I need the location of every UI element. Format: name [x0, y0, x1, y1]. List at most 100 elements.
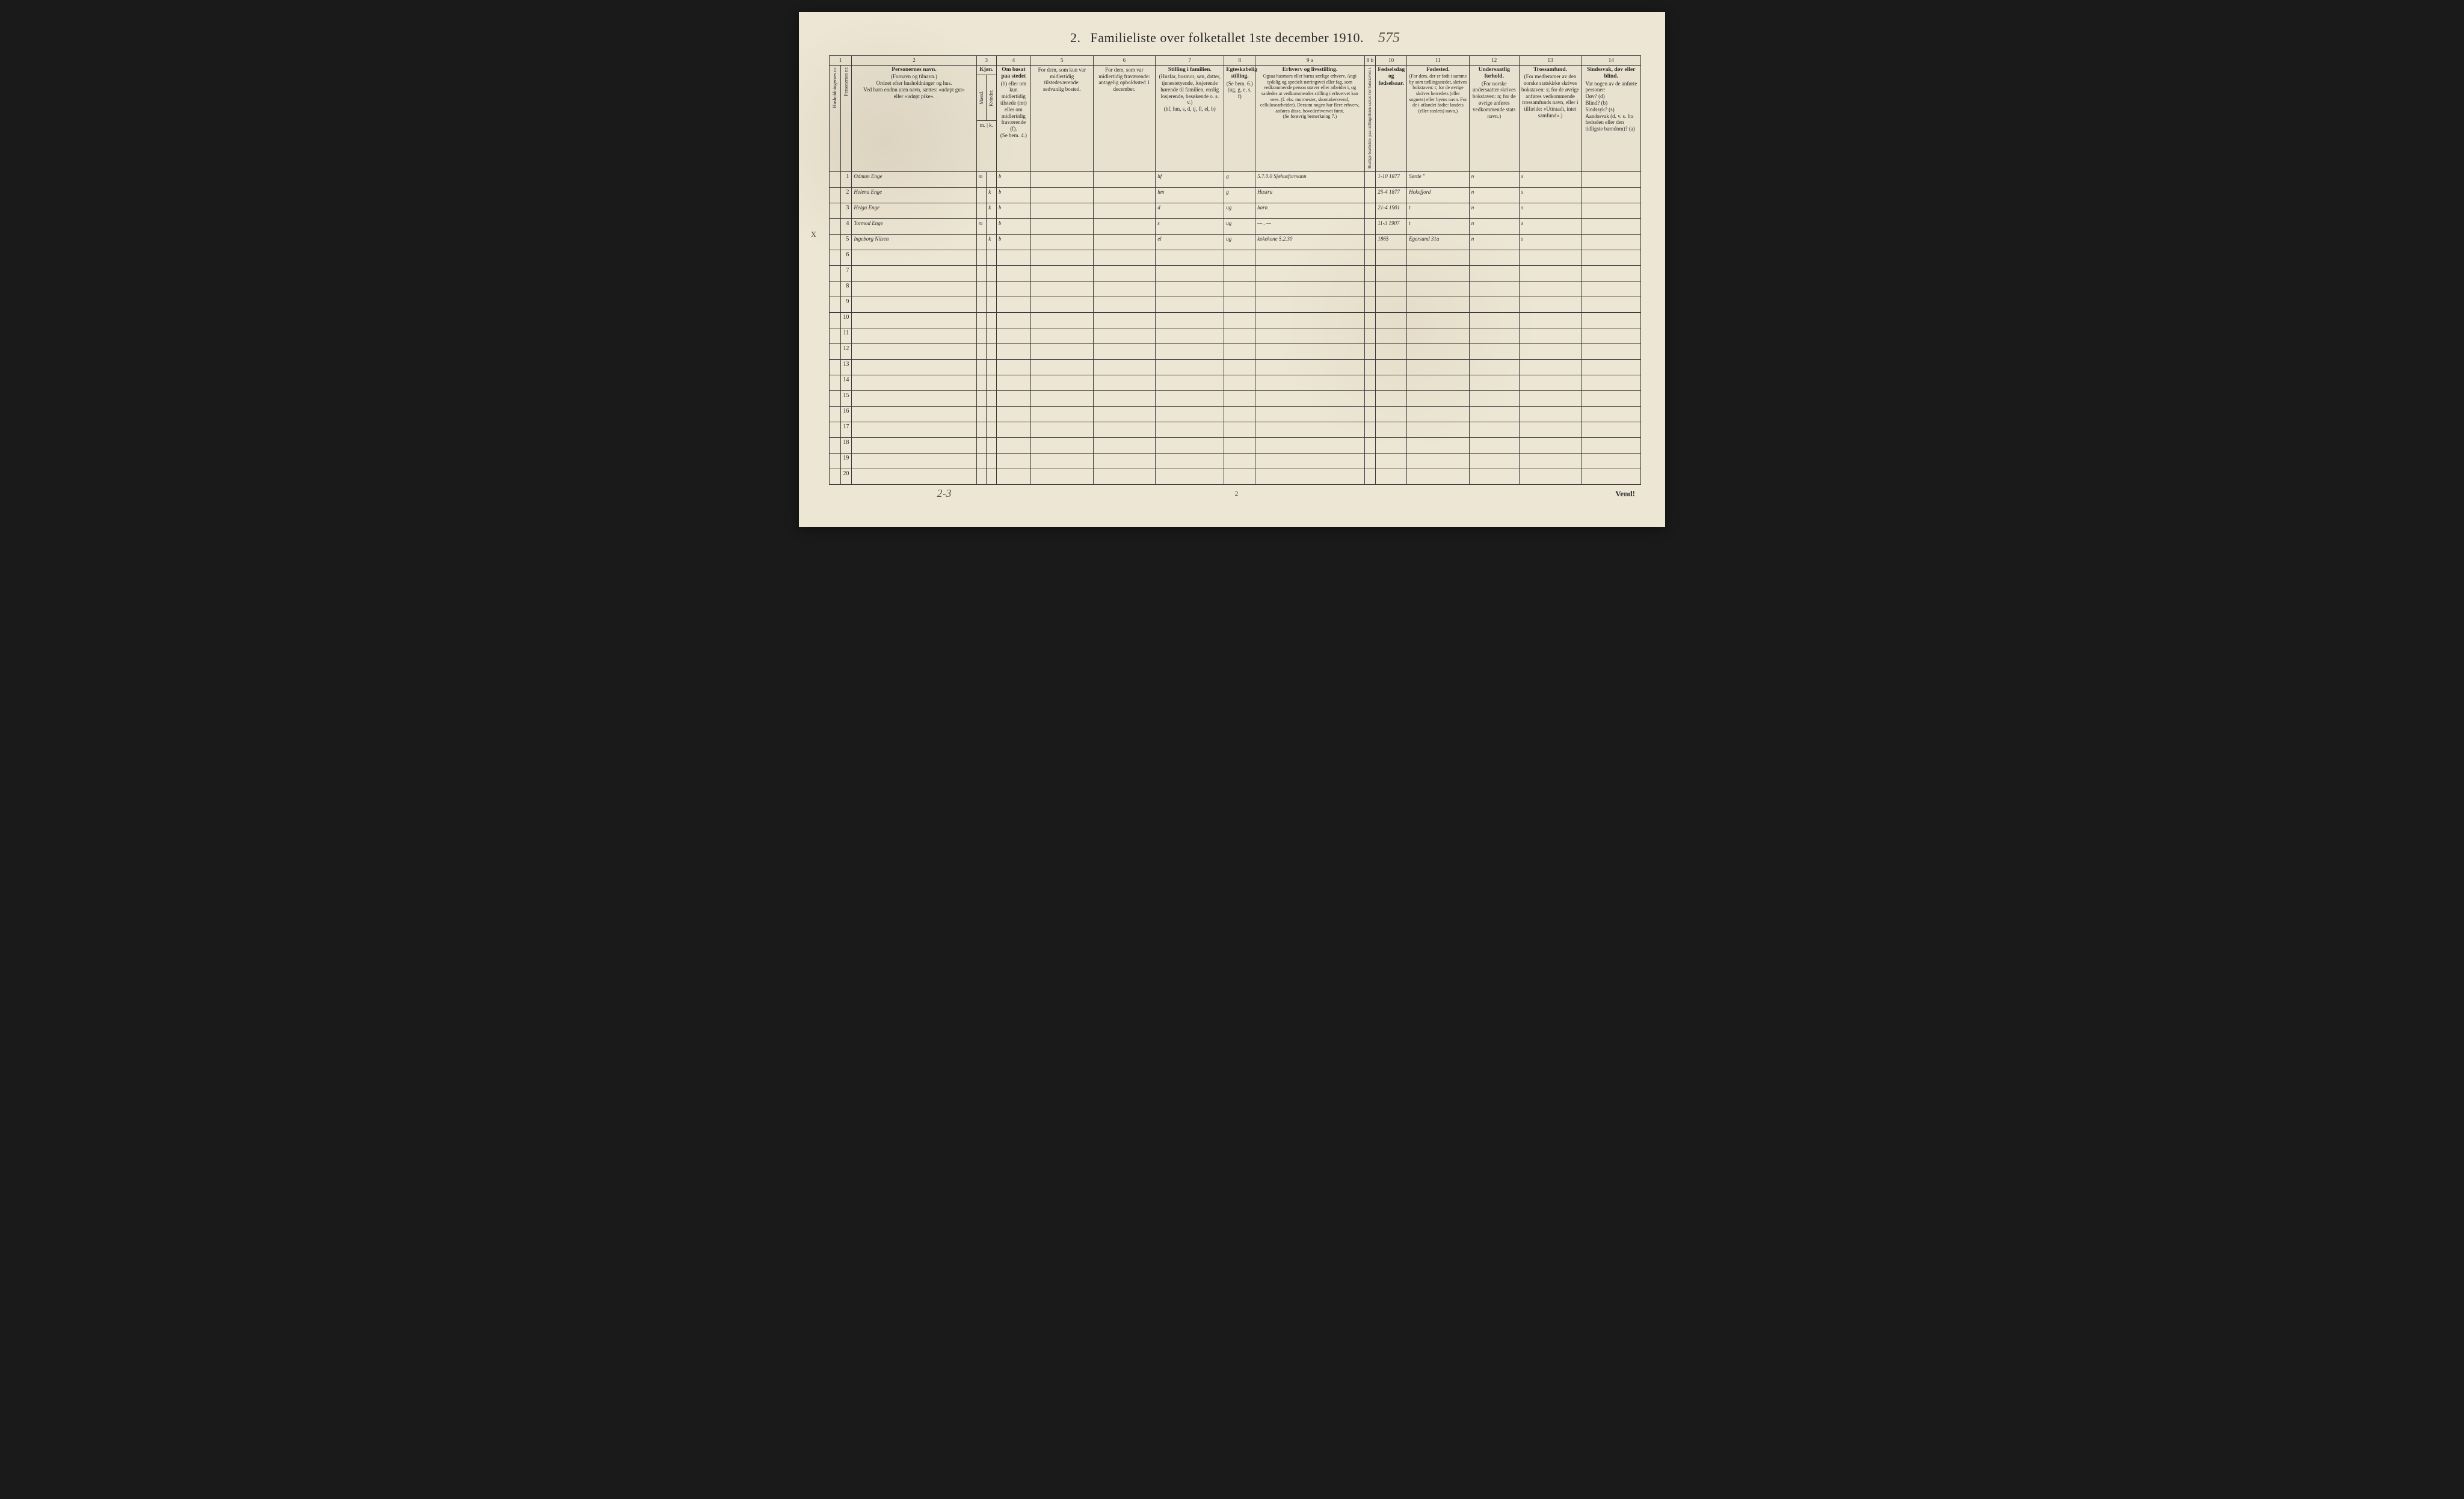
hdr-13-body: (For medlemmer av den norske statskirke … — [1521, 73, 1580, 119]
cell-marital — [1224, 265, 1255, 281]
cell-occupation — [1255, 359, 1364, 375]
cell-name — [852, 250, 976, 265]
hdr-4-title: Om bosat paa stedet — [999, 67, 1029, 81]
cell-marital: ug — [1224, 218, 1255, 234]
cell-house-num — [830, 422, 841, 437]
cell-temp-present — [1030, 343, 1093, 359]
cell-birth-date — [1376, 453, 1407, 469]
cell-name — [852, 437, 976, 453]
cell-family-pos — [1156, 312, 1224, 328]
cell-family-pos — [1156, 406, 1224, 422]
cell-religion — [1519, 422, 1582, 437]
cell-sex-m — [976, 281, 987, 297]
cell-occupation — [1255, 406, 1364, 422]
cell-nationality — [1469, 437, 1519, 453]
cell-birth-date — [1376, 343, 1407, 359]
header-main-row: Husholdningernes nr. Personernes nr. Per… — [830, 65, 1641, 171]
cell-side-work — [1364, 171, 1376, 187]
cell-sex-m — [976, 469, 987, 484]
cell-religion — [1519, 281, 1582, 297]
cell-religion — [1519, 312, 1582, 328]
cell-birth-date — [1376, 437, 1407, 453]
cell-sex-k: k — [987, 234, 997, 250]
cell-family-pos: hm — [1156, 187, 1224, 203]
hdr-1a: Husholdningernes nr. — [830, 65, 841, 171]
cell-marital — [1224, 406, 1255, 422]
hdr-11: Fødested. (For dem, der er født i samme … — [1407, 65, 1470, 171]
hdr-11-body: (For dem, der er født i samme by som tæl… — [1409, 73, 1467, 114]
cell-birth-date — [1376, 250, 1407, 265]
cell-marital — [1224, 343, 1255, 359]
cell-birthplace: Egersund 31a — [1407, 234, 1470, 250]
cell-religion: s — [1519, 218, 1582, 234]
cell-disability — [1582, 234, 1641, 250]
cell-family-pos — [1156, 469, 1224, 484]
hdr-10: Fødselsdag og fødselsaar. — [1376, 65, 1407, 171]
cell-house-num — [830, 328, 841, 343]
cell-family-pos — [1156, 375, 1224, 390]
cell-family-pos: s — [1156, 218, 1224, 234]
table-row: 13 — [830, 359, 1641, 375]
cell-marital — [1224, 281, 1255, 297]
cell-temp-present — [1030, 297, 1093, 312]
cell-temp-absent — [1093, 171, 1156, 187]
cell-family-pos — [1156, 328, 1224, 343]
table-row: 12 — [830, 343, 1641, 359]
cell-occupation: kokekone 5.2.30 — [1255, 234, 1364, 250]
hdr-3: Kjøn. Mænd. Kvinder. m. | k. — [976, 65, 996, 171]
cell-nationality — [1469, 328, 1519, 343]
cell-nationality — [1469, 265, 1519, 281]
colnum-7: 7 — [1156, 56, 1224, 66]
cell-temp-absent — [1093, 359, 1156, 375]
table-row: 10 — [830, 312, 1641, 328]
cell-marital — [1224, 312, 1255, 328]
cell-marital — [1224, 328, 1255, 343]
cell-nationality — [1469, 359, 1519, 375]
cell-occupation: — . — — [1255, 218, 1364, 234]
hdr-8-title: Egteskabelig stilling. — [1226, 67, 1253, 81]
cell-temp-present — [1030, 203, 1093, 218]
cell-disability — [1582, 265, 1641, 281]
cell-house-num — [830, 203, 841, 218]
cell-person-num: 19 — [840, 453, 852, 469]
cell-temp-present — [1030, 218, 1093, 234]
cell-temp-absent — [1093, 406, 1156, 422]
cell-house-num — [830, 297, 841, 312]
hdr-12: Undersaatlig forhold. (For norske unders… — [1469, 65, 1519, 171]
cell-marital — [1224, 469, 1255, 484]
cell-marital — [1224, 422, 1255, 437]
cell-nationality: n — [1469, 218, 1519, 234]
cell-disability — [1582, 187, 1641, 203]
cell-residence: b — [996, 171, 1030, 187]
cell-sex-m — [976, 453, 987, 469]
cell-birthplace — [1407, 375, 1470, 390]
cell-temp-present — [1030, 437, 1093, 453]
cell-temp-absent — [1093, 281, 1156, 297]
cell-name — [852, 406, 976, 422]
cell-house-num — [830, 250, 841, 265]
table-row: 14 — [830, 375, 1641, 390]
cell-birth-date: 1-10 1877 — [1376, 171, 1407, 187]
hdr-14-body: Var nogen av de anførte personer: Døv? (… — [1583, 81, 1639, 132]
cell-sex-k — [987, 375, 997, 390]
cell-sex-m: m — [976, 218, 987, 234]
hdr-14-title: Sindssvak, døv eller blind. — [1583, 67, 1639, 81]
hdr-9a-title: Erhverv og livsstilling. — [1257, 67, 1362, 73]
page-title: Familieliste over folketallet 1ste decem… — [1090, 30, 1364, 45]
cell-temp-absent — [1093, 328, 1156, 343]
cell-house-num — [830, 469, 841, 484]
cell-birth-date: 21-4 1901 — [1376, 203, 1407, 218]
cell-religion — [1519, 328, 1582, 343]
hdr-6-title: For dem, som var midlertidig fraværende: — [1095, 67, 1154, 80]
cell-sex-k — [987, 453, 997, 469]
cell-temp-present — [1030, 390, 1093, 406]
cell-nationality: n — [1469, 203, 1519, 218]
cell-marital — [1224, 297, 1255, 312]
cell-temp-absent — [1093, 390, 1156, 406]
cell-sex-m — [976, 187, 987, 203]
cell-religion — [1519, 469, 1582, 484]
cell-sex-k — [987, 422, 997, 437]
cell-residence — [996, 312, 1030, 328]
cell-house-num — [830, 281, 841, 297]
table-row: 2Helena EngekbhmgHustru25-4 1877Hokefjor… — [830, 187, 1641, 203]
